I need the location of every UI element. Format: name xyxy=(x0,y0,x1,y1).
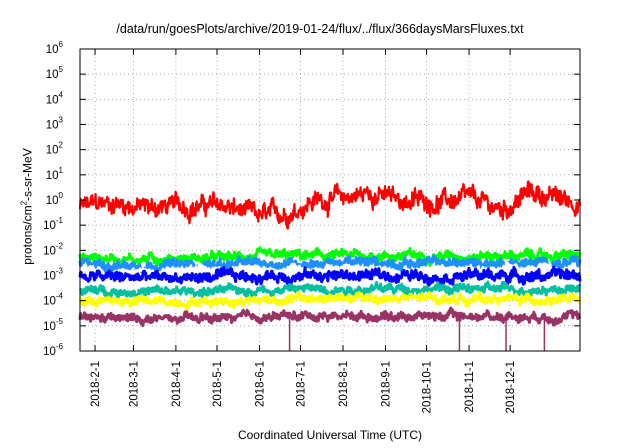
x-tick-label: 2018-3-1 xyxy=(128,361,140,407)
y-tick-exponent: -2 xyxy=(56,241,64,250)
y-tick-label: 10-6 xyxy=(43,342,63,358)
x-tick-label: 2018-4-1 xyxy=(171,361,183,407)
x-tick-label: 2018-7-1 xyxy=(296,361,308,407)
x-tick-label: 2018-11-1 xyxy=(464,361,476,413)
y-tick-label: 105 xyxy=(46,65,64,81)
series-line xyxy=(78,254,582,276)
y-tick-exponent: -4 xyxy=(56,292,64,301)
y-tick-label: 10-1 xyxy=(43,216,63,232)
y-tick-layer: 10-610-510-410-310-210-11001011021031041… xyxy=(43,40,580,358)
y-tick-exponent: 3 xyxy=(59,116,64,125)
x-tick-layer: 2018-2-1 2018-3-1 2018-4-1 2018-5-1 2018-6-1… xyxy=(90,49,517,413)
x-tick-label: 2018-2-1 xyxy=(90,361,102,407)
y-tick-exponent: -3 xyxy=(56,267,64,276)
series-line xyxy=(78,265,582,287)
y-tick-exponent: 4 xyxy=(59,90,64,99)
y-tick-exponent: 5 xyxy=(59,65,64,74)
y-tick-exponent: 2 xyxy=(59,141,64,150)
y-tick-exponent: 1 xyxy=(59,166,64,175)
x-tick-label: 2018-5-1 xyxy=(212,361,224,407)
y-tick-label: 10-3 xyxy=(43,267,63,283)
y-tick-label: 104 xyxy=(46,90,64,106)
series-line xyxy=(78,306,582,328)
y-tick-label: 100 xyxy=(46,191,64,207)
x-axis-label: Coordinated Universal Time (UTC) xyxy=(237,428,423,442)
x-tick-label: 2018-6-1 xyxy=(254,361,266,407)
y-tick-label: 10-5 xyxy=(43,317,63,333)
y-tick-exponent: -6 xyxy=(56,342,64,351)
y-tick-label: 101 xyxy=(46,166,64,182)
x-tick-label: 2018-9-1 xyxy=(380,361,392,407)
y-tick-exponent: 6 xyxy=(59,40,64,49)
x-tick-label: 2018-8-1 xyxy=(338,361,350,407)
y-tick-label: 106 xyxy=(46,40,64,56)
x-tick-label: 2018-10-1 xyxy=(422,361,434,413)
x-tick-label: 2018-12-1 xyxy=(505,361,517,413)
y-tick-label: 10-2 xyxy=(43,241,63,257)
series-line xyxy=(78,290,582,311)
y-tick-label: 102 xyxy=(46,141,64,157)
y-tick-exponent: -5 xyxy=(56,317,64,326)
chart-title: /data/run/goesPlots/archive/2019-01-24/f… xyxy=(116,22,524,36)
y-tick-exponent: -1 xyxy=(56,216,64,225)
y-tick-label: 103 xyxy=(46,116,64,132)
series-layer xyxy=(78,180,582,351)
y-tick-label: 10-4 xyxy=(43,292,63,308)
series-line xyxy=(78,180,582,230)
y-tick-exponent: 0 xyxy=(59,191,64,200)
